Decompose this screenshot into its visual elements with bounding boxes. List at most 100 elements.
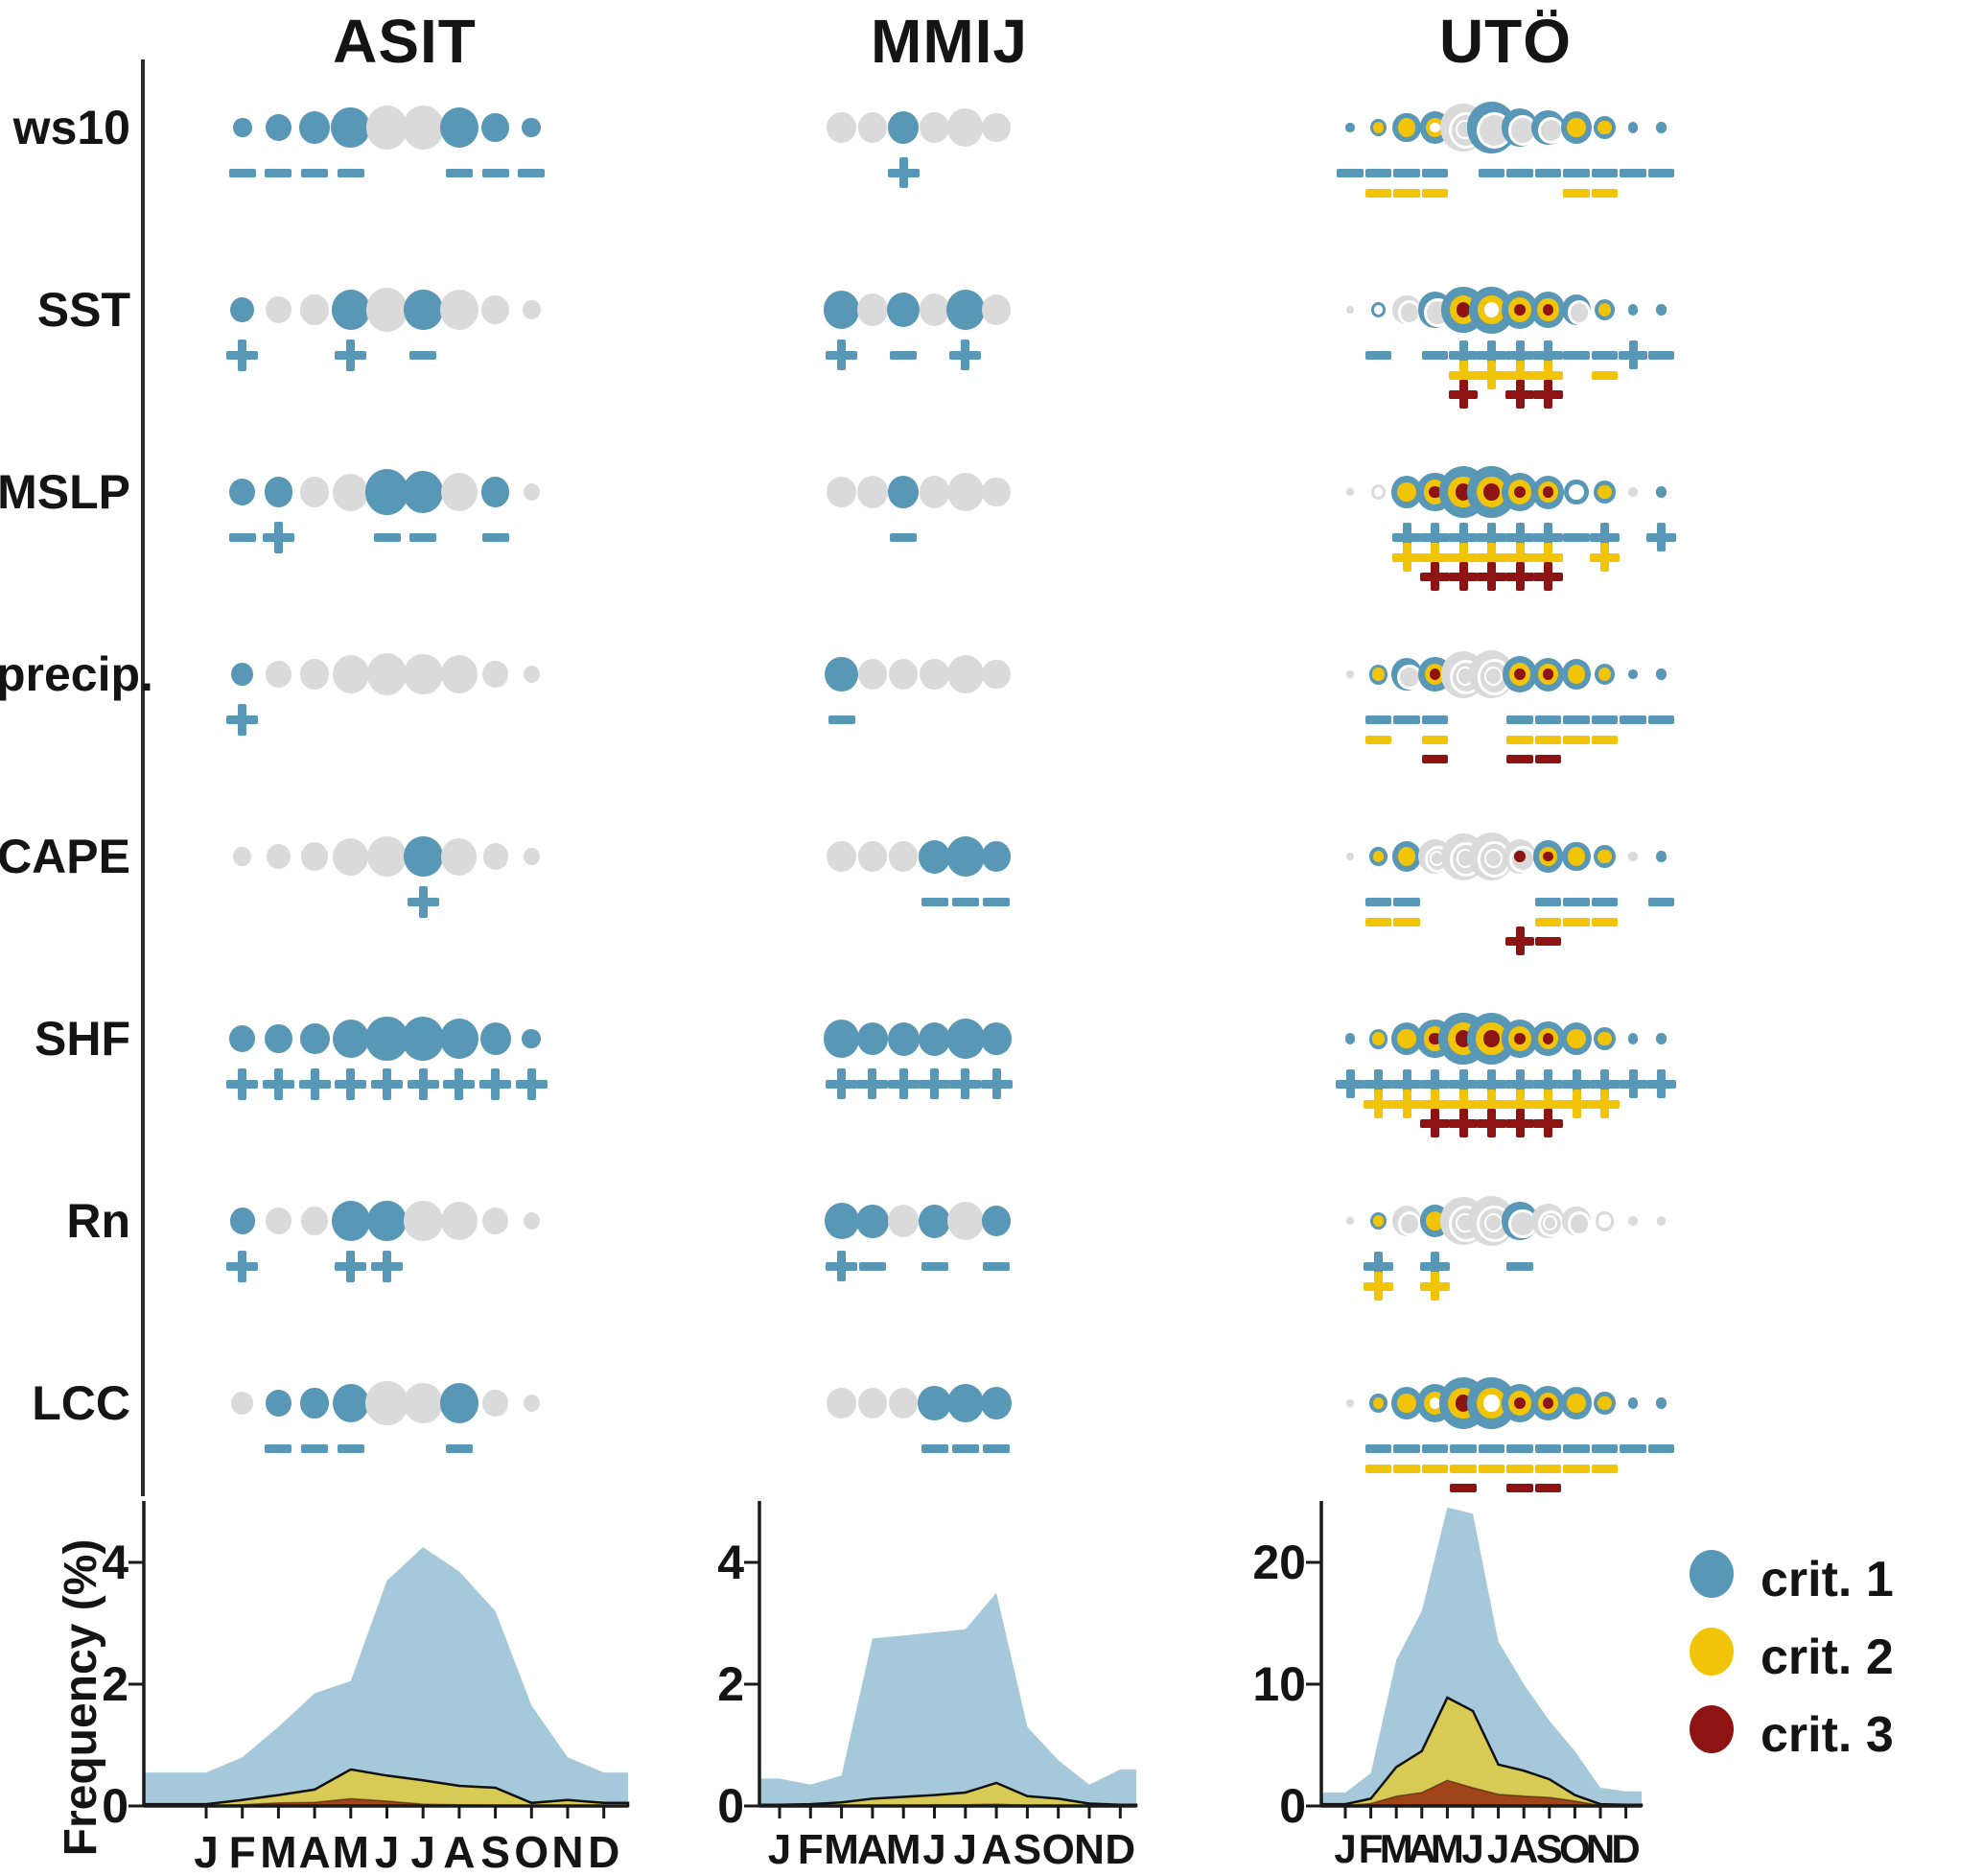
bubble-outer xyxy=(887,1021,920,1056)
plus-sign-blue xyxy=(1487,522,1496,552)
bubble-outer xyxy=(365,1380,408,1426)
bubble-middle xyxy=(1372,850,1385,863)
bubble-inner xyxy=(1514,668,1526,681)
bubble-middle xyxy=(1597,1031,1612,1046)
minus-sign-blue xyxy=(1647,168,1675,177)
bubble-outer xyxy=(229,1208,255,1234)
plus-sign-blue xyxy=(1374,1068,1383,1099)
plus-sign-blue xyxy=(868,1067,877,1100)
bubble-middle xyxy=(1597,1395,1612,1411)
plus-sign-blue xyxy=(1487,1068,1496,1099)
bubble-outer xyxy=(1346,305,1354,315)
minus-sign-yellow xyxy=(1478,1464,1505,1473)
minus-sign-blue xyxy=(518,168,546,177)
plus-sign-blue xyxy=(1458,340,1468,370)
bubble-outer xyxy=(440,654,478,694)
minus-sign-red xyxy=(1506,1483,1533,1492)
minus-sign-blue xyxy=(1506,715,1533,724)
plus-sign-blue xyxy=(991,1067,1001,1100)
bubble-inner xyxy=(1513,1032,1527,1045)
bubble-outer xyxy=(402,106,444,150)
plus-sign-blue xyxy=(898,1067,908,1100)
bubble-outer xyxy=(440,1201,478,1241)
minus-sign-blue xyxy=(1647,1443,1675,1453)
minus-sign-blue xyxy=(951,897,979,906)
bubble-outer xyxy=(265,1024,292,1053)
minus-sign-yellow xyxy=(1364,917,1392,926)
bubble-outer xyxy=(229,1024,256,1053)
bubble-outer xyxy=(482,1207,509,1235)
minus-sign-blue xyxy=(1591,897,1619,906)
row-label-lcc: LCC xyxy=(32,1376,130,1430)
bubble-middle xyxy=(1567,665,1586,684)
bubble-outer xyxy=(857,840,888,873)
bubble-outer xyxy=(918,839,951,874)
ytick-label-ASIT-0: 0 xyxy=(102,1779,128,1833)
ytick-label-ASIT-4: 4 xyxy=(102,1536,128,1589)
bubble-inner xyxy=(1542,303,1554,317)
bubble-middle xyxy=(1598,1214,1611,1228)
bubble-middle-ring xyxy=(1397,1211,1422,1236)
bubble-outer xyxy=(265,660,291,689)
plus-sign-blue xyxy=(310,1067,319,1100)
bubble-outer xyxy=(981,840,1012,873)
bubble-outer xyxy=(1656,122,1667,133)
minus-sign-blue xyxy=(1620,1443,1646,1453)
plus-sign-yellow xyxy=(1515,1089,1525,1119)
plus-sign-blue xyxy=(1458,522,1468,552)
station-title-uto: UTÖ xyxy=(1438,7,1573,76)
plus-sign-blue xyxy=(837,339,847,371)
plus-sign-yellow xyxy=(1544,360,1552,390)
minus-sign-yellow xyxy=(1591,1464,1619,1473)
minus-sign-blue xyxy=(1478,168,1505,177)
minus-sign-blue xyxy=(1591,1443,1619,1453)
minus-sign-blue xyxy=(828,715,855,724)
bubble-middle xyxy=(1372,1032,1385,1045)
plus-sign-red xyxy=(1431,1108,1439,1138)
freq-area-MMIJ-crit2 xyxy=(758,1781,1138,1808)
bubble-outer xyxy=(1345,123,1355,132)
freq-area-MMIJ-crit1 xyxy=(759,1592,1136,1806)
plus-sign-blue xyxy=(346,1250,356,1282)
minus-sign-blue xyxy=(983,1261,1011,1271)
minus-sign-yellow xyxy=(1591,188,1619,198)
minus-sign-blue xyxy=(1506,1261,1533,1271)
minus-sign-blue xyxy=(445,168,473,177)
bubble-middle xyxy=(1567,1393,1586,1414)
plus-sign-yellow xyxy=(1515,542,1525,573)
bubble-middle xyxy=(1372,1396,1385,1410)
bubble-outer xyxy=(403,1382,443,1424)
bubble-middle xyxy=(1537,116,1565,145)
bubble-outer xyxy=(857,1387,888,1419)
bubble-inner-ring xyxy=(1483,848,1504,869)
minus-sign-yellow xyxy=(1393,188,1420,198)
plus-sign-blue xyxy=(238,703,247,736)
bubble-outer xyxy=(857,658,888,691)
plus-sign-blue xyxy=(346,1067,356,1100)
bubble-outer xyxy=(229,478,256,506)
month-label-ASIT-0: J xyxy=(194,1827,219,1876)
month-label-ASIT-5: J xyxy=(374,1827,400,1876)
bubble-middle xyxy=(1397,118,1416,137)
bubble-outer xyxy=(1656,304,1667,316)
minus-sign-yellow xyxy=(1393,917,1420,926)
plus-sign-red xyxy=(1431,561,1439,592)
bubble-outer xyxy=(945,1019,985,1059)
plus-sign-blue xyxy=(1458,1068,1468,1099)
bubble-outer xyxy=(856,476,888,508)
bubble-outer xyxy=(981,1205,1012,1237)
bubble-outer xyxy=(856,1022,888,1055)
plus-sign-red xyxy=(1515,1108,1525,1138)
bubble-outer xyxy=(230,1391,254,1416)
bubble-outer xyxy=(482,843,508,870)
bubble-inner xyxy=(1429,1032,1441,1045)
minus-sign-yellow xyxy=(1364,1464,1392,1473)
legend-swatch-crit3 xyxy=(1690,1705,1734,1753)
bubble-middle xyxy=(1597,484,1612,500)
minus-sign-yellow xyxy=(1591,370,1619,380)
month-label-UTÖ-2: M xyxy=(1379,1826,1413,1871)
bubble-outer xyxy=(300,1207,329,1235)
bubble-inner xyxy=(1429,485,1441,499)
plus-sign-blue xyxy=(383,1067,391,1100)
plus-sign-yellow xyxy=(1431,1271,1439,1301)
